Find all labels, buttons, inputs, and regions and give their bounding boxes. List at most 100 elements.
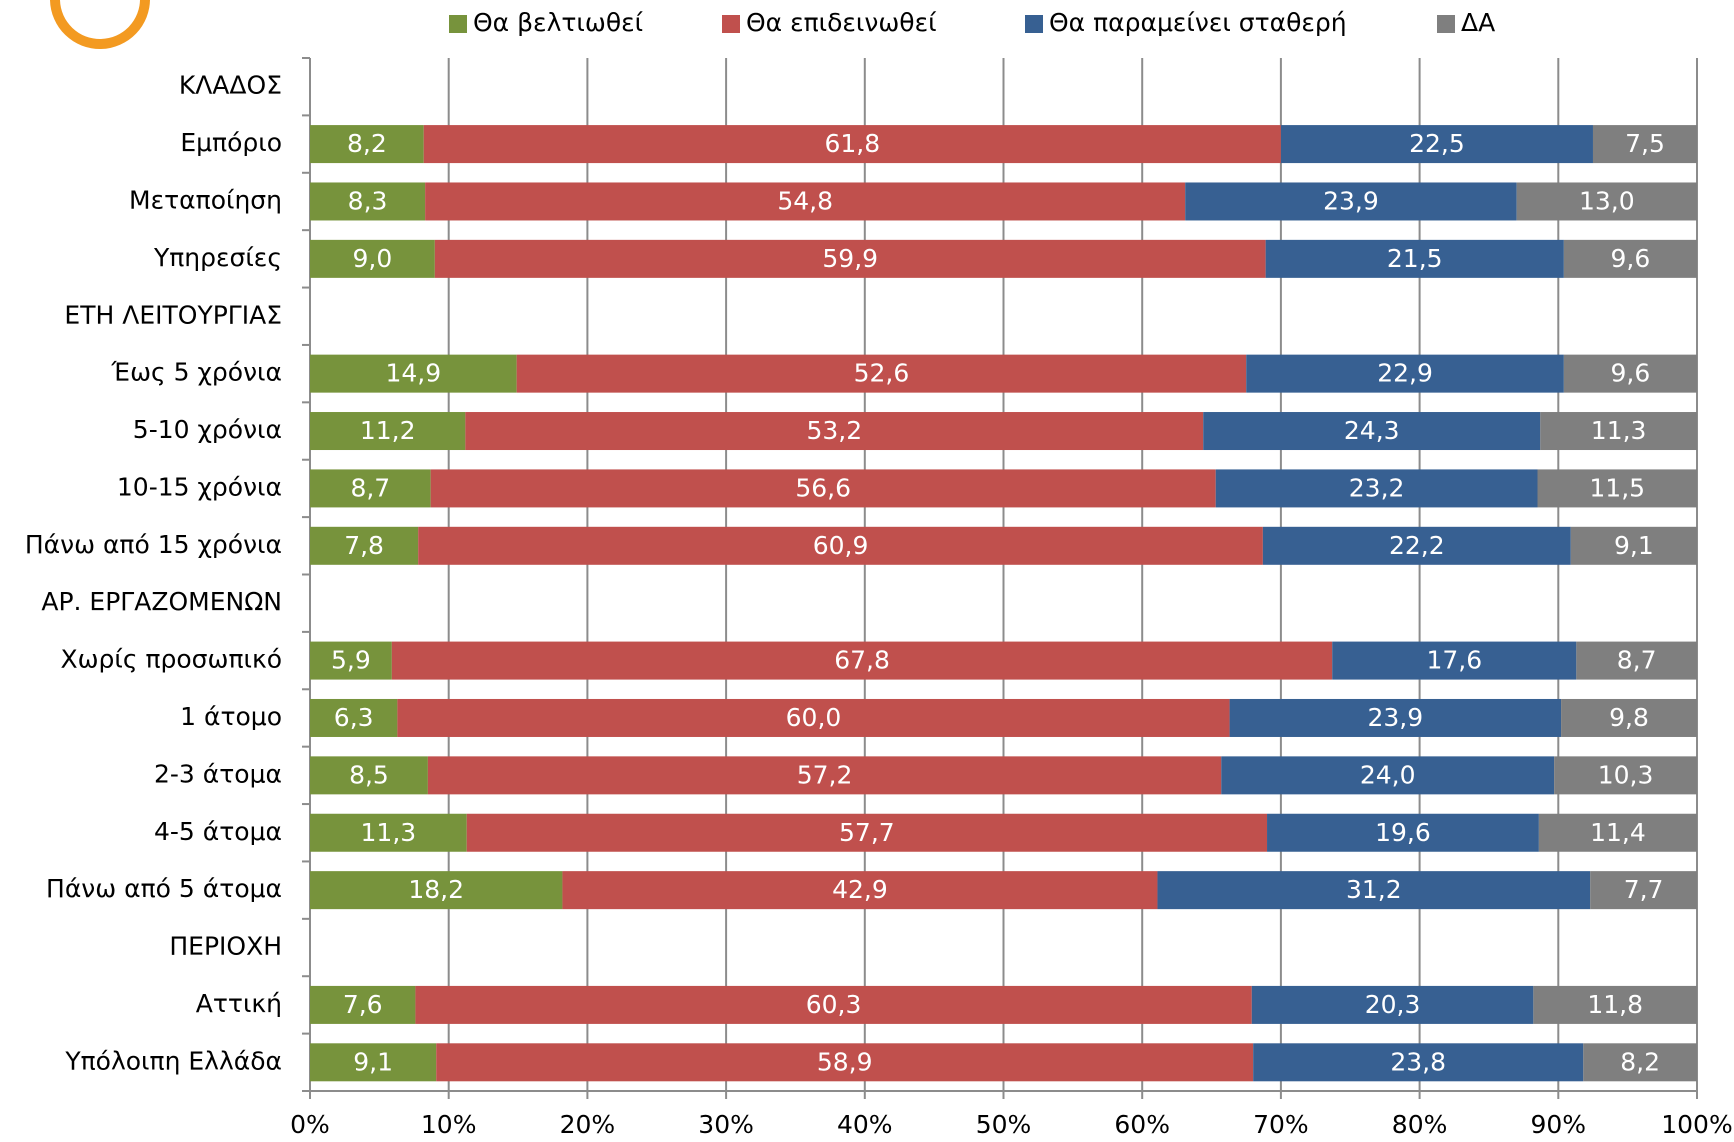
bar-segment xyxy=(427,756,1222,795)
y-tick-label: Χωρίς προσωπικό xyxy=(60,645,282,674)
x-tick-label: 60% xyxy=(1114,1110,1170,1139)
bar-segment xyxy=(466,813,1268,852)
y-tick-label: 1 άτομο xyxy=(180,702,282,731)
bar-segment xyxy=(310,412,466,451)
y-tick-label: ΕΤΗ ΛΕΙΤΟΥΡΓΙΑΣ xyxy=(64,300,282,329)
data-label: 7,5 xyxy=(1625,129,1665,158)
bar-segment xyxy=(1563,354,1697,393)
data-label: 9,0 xyxy=(353,244,393,273)
bar-segment xyxy=(1267,813,1539,852)
bar-segment xyxy=(1537,469,1697,508)
data-label: 9,6 xyxy=(1611,359,1651,388)
bar-segment xyxy=(418,526,1263,565)
bar-segment xyxy=(397,698,1230,737)
data-label: 9,6 xyxy=(1611,244,1651,273)
data-label: 22,2 xyxy=(1389,531,1445,560)
legend-swatch xyxy=(722,15,740,33)
data-label: 22,5 xyxy=(1409,129,1465,158)
x-tick-label: 70% xyxy=(1253,1110,1309,1139)
data-label: 11,3 xyxy=(1591,416,1647,445)
data-label: 52,6 xyxy=(854,359,910,388)
y-tick-label: ΚΛΑΔΟΣ xyxy=(179,71,282,100)
x-tick-label: 20% xyxy=(560,1110,616,1139)
legend-swatch xyxy=(1025,15,1043,33)
bar-segment xyxy=(1538,813,1697,852)
data-label: 59,9 xyxy=(822,244,878,273)
data-label: 60,3 xyxy=(806,990,862,1019)
bar-segment xyxy=(1203,412,1541,451)
data-label: 23,2 xyxy=(1349,473,1405,502)
x-tick-label: 10% xyxy=(421,1110,477,1139)
data-label: 23,9 xyxy=(1323,186,1379,215)
bar-segment xyxy=(1251,985,1534,1024)
data-label: 8,5 xyxy=(349,760,389,789)
legend-label: Θα επιδεινωθεί xyxy=(746,8,937,37)
bar-segment xyxy=(1540,412,1697,451)
x-tick-label: 30% xyxy=(698,1110,754,1139)
data-label: 31,2 xyxy=(1346,875,1402,904)
bar-segment xyxy=(310,698,398,737)
bar-segment xyxy=(1592,125,1697,164)
bar-segment xyxy=(425,182,1186,221)
bar-segment xyxy=(1253,1043,1584,1082)
bar-segment xyxy=(391,641,1333,680)
bar-segment xyxy=(1280,125,1593,164)
data-label: 22,9 xyxy=(1377,359,1433,388)
bar-segment xyxy=(310,1043,437,1082)
bar-segment xyxy=(423,125,1281,164)
bar-segment xyxy=(310,469,431,508)
data-label: 5,9 xyxy=(331,646,371,675)
y-tick-label: Πάνω από 5 άτομα xyxy=(46,874,282,903)
y-tick-label: Μεταποίηση xyxy=(129,185,282,214)
bar-segment xyxy=(310,756,428,795)
data-label: 57,2 xyxy=(797,760,853,789)
bar-segment xyxy=(436,1043,1254,1082)
y-tick-label: Υπόλοιπη Ελλάδα xyxy=(64,1046,282,1075)
data-label: 23,9 xyxy=(1367,703,1423,732)
y-tick-label: Υπηρεσίες xyxy=(153,243,282,272)
legend-label: Θα βελτιωθεί xyxy=(473,8,644,37)
data-label: 7,6 xyxy=(343,990,383,1019)
bar-segment xyxy=(1583,1043,1697,1082)
bar-segment xyxy=(310,871,563,910)
data-label: 8,7 xyxy=(1617,646,1657,675)
bar-segment xyxy=(1590,871,1697,910)
data-label: 58,9 xyxy=(817,1047,873,1076)
data-label: 21,5 xyxy=(1387,244,1443,273)
bar-segment xyxy=(562,871,1158,910)
bar-segment xyxy=(1533,985,1697,1024)
bar-segment xyxy=(1215,469,1538,508)
data-label: 61,8 xyxy=(824,129,880,158)
bar-segment xyxy=(1157,871,1591,910)
y-tick-label: ΑΡ. ΕΡΓΑΖΟΜΕΝΩΝ xyxy=(41,587,282,616)
y-tick-label: Αττική xyxy=(196,989,282,1018)
data-label: 42,9 xyxy=(832,875,888,904)
bar-segment xyxy=(1221,756,1555,795)
bar-segment xyxy=(310,813,467,852)
data-label: 13,0 xyxy=(1579,186,1635,215)
data-label: 8,7 xyxy=(350,473,390,502)
bar-segment xyxy=(1570,526,1697,565)
x-tick-label: 40% xyxy=(837,1110,893,1139)
y-tick-label: 5-10 χρόνια xyxy=(133,415,282,444)
y-tick-label: Εμπόριο xyxy=(180,128,282,157)
data-label: 8,3 xyxy=(348,186,388,215)
data-label: 57,7 xyxy=(839,818,895,847)
data-label: 8,2 xyxy=(347,129,387,158)
data-label: 24,3 xyxy=(1344,416,1400,445)
data-label: 9,1 xyxy=(1614,531,1654,560)
data-label: 17,6 xyxy=(1426,646,1482,675)
x-tick-label: 50% xyxy=(976,1110,1032,1139)
data-label: 24,0 xyxy=(1360,760,1416,789)
y-tick-label: 2-3 άτομα xyxy=(154,759,282,788)
legend-swatch xyxy=(449,15,467,33)
data-label: 9,1 xyxy=(353,1047,393,1076)
bar-segment xyxy=(1246,354,1564,393)
data-label: 54,8 xyxy=(777,186,833,215)
bar-segment xyxy=(1185,182,1517,221)
legend-label: ΔΑ xyxy=(1461,8,1495,37)
x-tick-label: 90% xyxy=(1531,1110,1587,1139)
data-label: 11,5 xyxy=(1589,473,1645,502)
bar-segment xyxy=(310,239,435,278)
